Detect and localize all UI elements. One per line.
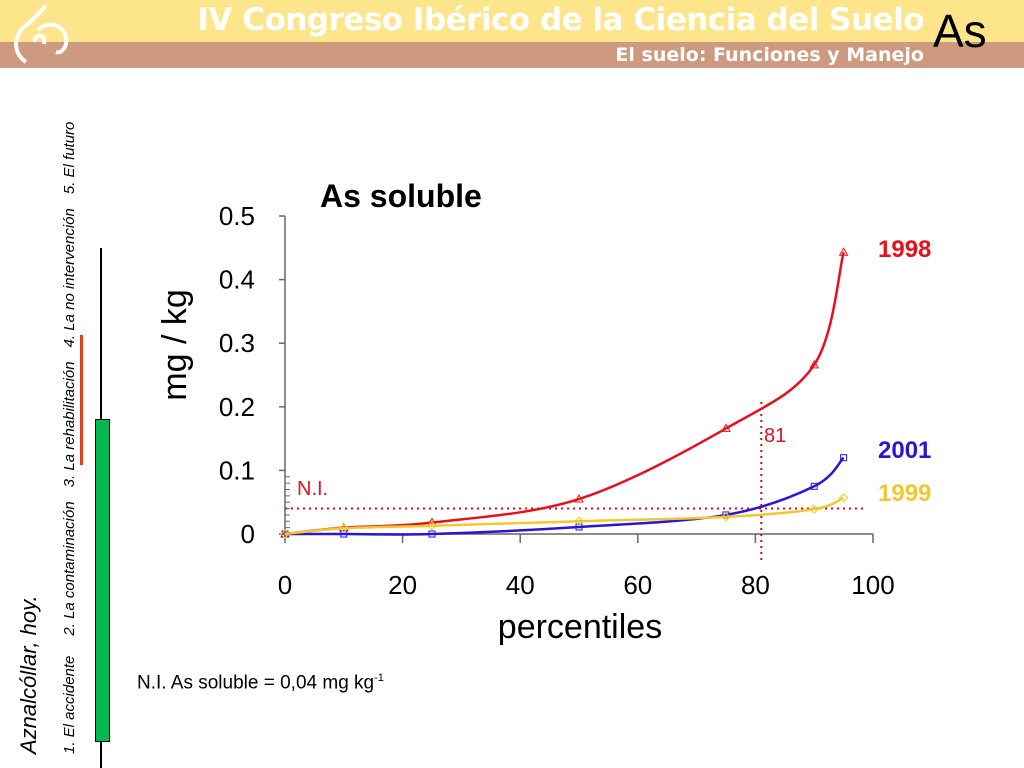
footnote-text: N.I. As soluble = 0,04 mg kg bbox=[137, 672, 375, 694]
x-tick-label: 100 bbox=[851, 570, 894, 600]
active-section-marker bbox=[80, 335, 83, 465]
conference-subtitle: El suelo: Funciones y Manejo bbox=[615, 44, 924, 66]
y-tick-label: 0.2 bbox=[219, 392, 255, 422]
footnote: N.I. As soluble = 0,04 mg kg-1 bbox=[137, 672, 384, 694]
data-point-1999 bbox=[574, 516, 584, 526]
series-line-1999 bbox=[284, 496, 845, 536]
element-label: As bbox=[933, 5, 987, 57]
data-point-1999 bbox=[809, 504, 819, 514]
x-tick-label: 0 bbox=[278, 570, 292, 600]
y-tick-label: 0.4 bbox=[219, 265, 255, 295]
series-line-2001 bbox=[284, 456, 845, 536]
y-tick-label: 0.1 bbox=[219, 455, 255, 485]
x-tick-label: 80 bbox=[741, 570, 770, 600]
progress-bar bbox=[95, 419, 110, 742]
series-line-1998 bbox=[284, 251, 845, 536]
data-point-2001 bbox=[575, 523, 583, 531]
legend-2001: 2001 bbox=[878, 437, 931, 464]
legend-1998: 1998 bbox=[878, 236, 931, 263]
data-point-1998 bbox=[838, 247, 849, 256]
header-band-top bbox=[0, 0, 1024, 42]
percentile-label: 81 bbox=[764, 425, 786, 447]
data-point-1999 bbox=[427, 521, 437, 531]
data-point-1999 bbox=[339, 523, 349, 533]
data-point-1999 bbox=[838, 493, 849, 503]
x-tick-label: 60 bbox=[623, 570, 652, 600]
data-point-2001 bbox=[340, 530, 348, 538]
y-tick-label: 0.5 bbox=[219, 201, 255, 231]
chart-title: As soluble bbox=[320, 178, 482, 214]
header-band-bottom bbox=[0, 42, 1024, 68]
x-tick-label: 20 bbox=[388, 570, 417, 600]
data-point-1999 bbox=[721, 512, 731, 522]
congress-logo bbox=[14, 4, 69, 64]
data-point-2001 bbox=[810, 482, 818, 490]
x-axis-label: percentiles bbox=[498, 608, 662, 646]
conference-title: IV Congreso Ibérico de la Ciencia del Su… bbox=[197, 2, 924, 38]
y-tick-label: 0.3 bbox=[219, 328, 255, 358]
x-tick-label: 40 bbox=[506, 570, 535, 600]
data-point-2001 bbox=[840, 454, 848, 462]
data-point-2001 bbox=[428, 530, 436, 538]
data-point-1998 bbox=[574, 494, 584, 503]
data-point-1998 bbox=[809, 359, 820, 369]
footnote-sup: -1 bbox=[374, 672, 384, 684]
ni-label: N.I. bbox=[297, 478, 328, 500]
data-point-1998 bbox=[721, 423, 731, 432]
legend-1999: 1999 bbox=[878, 480, 931, 507]
y-axis-label: mg / kg bbox=[156, 289, 194, 400]
data-point-1999 bbox=[280, 529, 290, 539]
y-tick-label: 0 bbox=[241, 519, 255, 549]
